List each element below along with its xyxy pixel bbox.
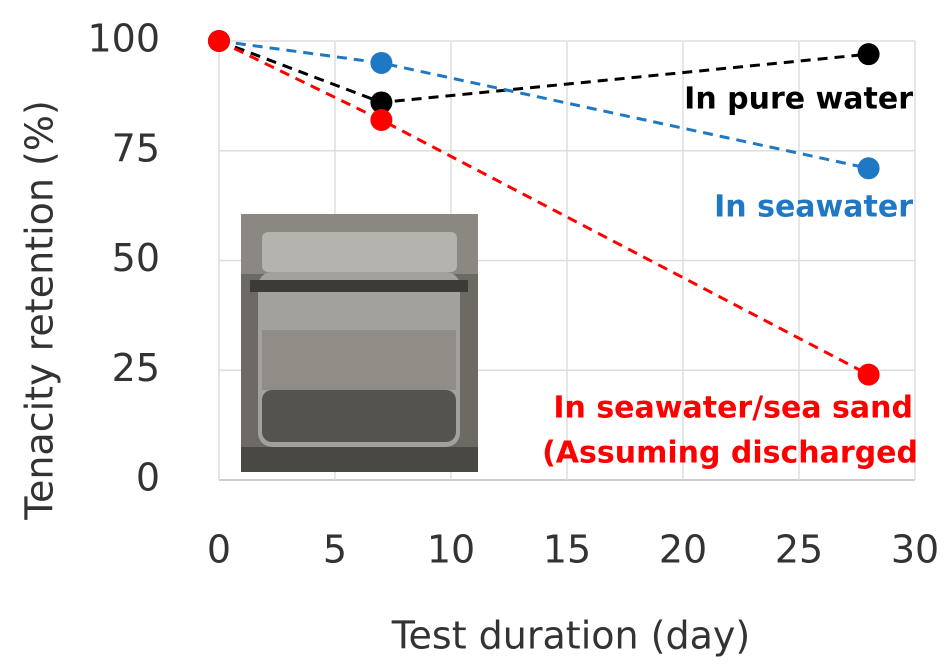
x-tick-label: 10: [427, 528, 475, 572]
x-tick-label: 0: [207, 528, 231, 572]
series-label: In seawater/sea sand: [553, 391, 913, 426]
series-label: In pure water: [684, 82, 913, 117]
y-axis-title: Tenacity retention (%): [18, 100, 62, 521]
data-point: [858, 364, 880, 386]
data-point: [858, 43, 880, 65]
x-tick-label: 15: [543, 528, 591, 572]
y-tick-label: 25: [112, 346, 160, 390]
chart: Test duration (day) Tenacity retention (…: [0, 0, 951, 669]
x-tick-label: 25: [775, 528, 823, 572]
y-tick-label: 0: [136, 456, 160, 500]
y-tick-label: 100: [87, 17, 160, 61]
x-tick-label: 5: [323, 528, 347, 572]
y-tick-label: 75: [112, 126, 160, 170]
x-tick-label: 20: [659, 528, 707, 572]
jar-photo: [241, 214, 478, 472]
y-tick-label: 50: [112, 236, 160, 280]
data-point: [370, 52, 392, 74]
data-point: [208, 30, 230, 52]
data-point: [370, 109, 392, 131]
x-tick-label: 30: [891, 528, 939, 572]
data-point: [858, 157, 880, 179]
series-label: In seawater: [714, 190, 913, 225]
x-axis-title: Test duration (day): [391, 614, 750, 658]
annotation: (Assuming discharged: [542, 436, 918, 471]
